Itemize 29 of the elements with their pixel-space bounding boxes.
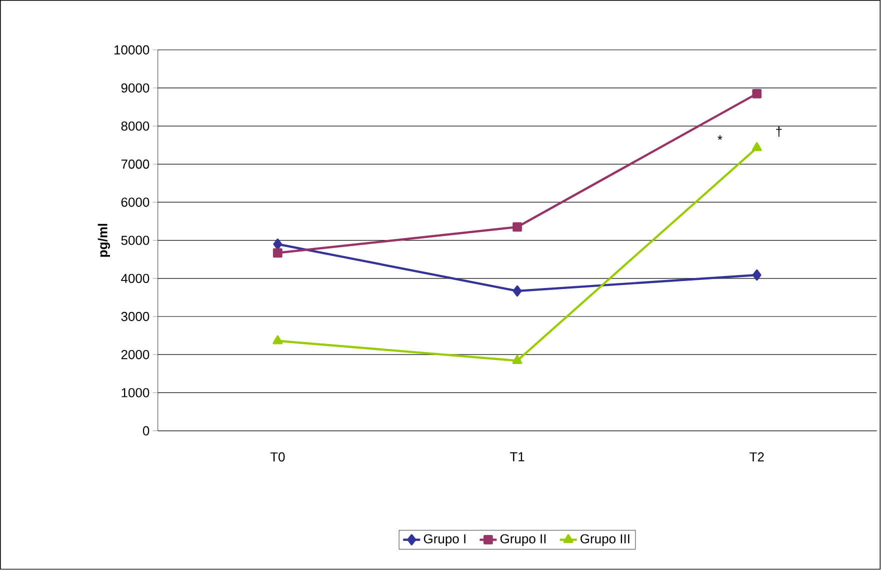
y-tick-label: 5000	[121, 236, 150, 246]
legend-label: Grupo I	[424, 534, 466, 546]
point	[512, 222, 522, 232]
y-tick-label: 3000	[121, 312, 150, 322]
y-tick-label: 4000	[121, 274, 150, 284]
annotation: †	[776, 126, 782, 138]
y-tick-label: 2000	[121, 350, 150, 360]
y-tick-label: 8000	[121, 122, 150, 131]
point	[752, 142, 762, 152]
legend-label: Grupo II	[500, 534, 546, 546]
y-tick-label: 10000	[114, 45, 150, 55]
point	[273, 238, 282, 250]
y-tick-label: 0	[142, 426, 150, 436]
y-tick-label: 6000	[121, 198, 150, 208]
y-tick-label: 9000	[121, 84, 150, 93]
point	[752, 89, 762, 99]
annotation: *	[718, 135, 722, 140]
legend-label: Grupo III	[580, 534, 630, 546]
y-axis-title: pg/ml	[98, 224, 110, 257]
point	[512, 355, 522, 364]
x-tick-label: T0	[270, 452, 285, 462]
x-tick-label: T1	[510, 452, 524, 462]
point	[272, 248, 282, 258]
point	[752, 270, 762, 281]
point	[272, 335, 283, 344]
y-tick-label: 7000	[121, 160, 150, 169]
y-tick-label: 1000	[122, 388, 150, 398]
point	[512, 286, 522, 297]
x-tick-label: T2	[750, 452, 764, 462]
